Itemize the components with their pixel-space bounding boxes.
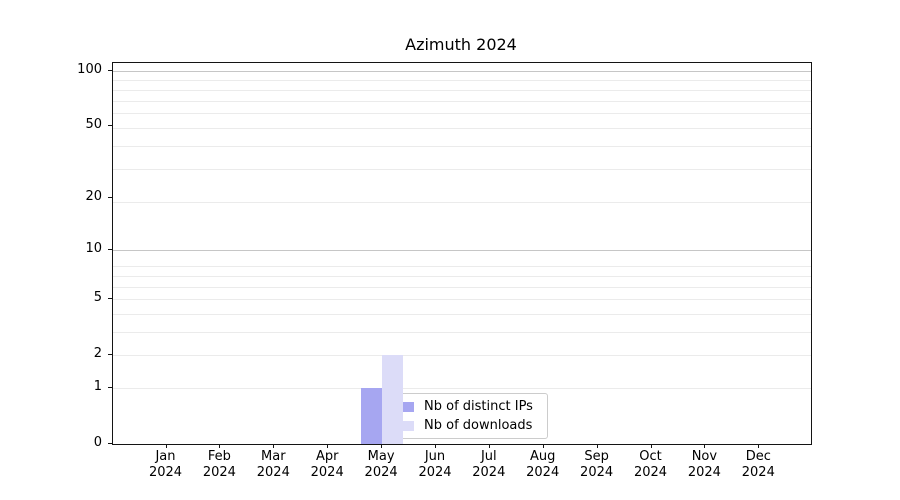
gridline-minor <box>113 89 811 91</box>
y-tick-label: 20 <box>85 188 102 204</box>
x-tick-label: Nov 2024 <box>677 449 731 481</box>
x-tick-month: Dec <box>745 449 771 464</box>
gridline-minor <box>113 299 811 301</box>
y-axis-tick <box>108 70 112 71</box>
x-tick-month: Jun <box>424 449 446 464</box>
chart-title: Azimuth 2024 <box>405 35 517 54</box>
x-tick-label: Jun 2024 <box>408 449 462 481</box>
x-axis-tick <box>381 444 383 448</box>
gridline-minor <box>113 113 811 115</box>
gridline-minor <box>113 80 811 82</box>
y-tick-label: 1 <box>93 379 102 394</box>
gridline-minor <box>113 266 811 268</box>
x-tick-year: 2024 <box>526 465 560 480</box>
chart-legend: Nb of distinct IPs Nb of downloads <box>380 393 548 439</box>
x-tick-month: Feb <box>207 449 231 464</box>
x-tick-label: Mar 2024 <box>246 449 300 481</box>
x-axis-tick <box>758 444 760 448</box>
x-tick-month: Apr <box>315 449 339 464</box>
x-tick-year: 2024 <box>310 465 344 480</box>
legend-item: Nb of distinct IPs <box>381 397 547 416</box>
plot-area: Nb of distinct IPs Nb of downloads <box>112 62 812 445</box>
y-axis-tick <box>108 443 112 444</box>
gridline-minor <box>113 100 811 102</box>
x-tick-year: 2024 <box>202 465 236 480</box>
x-tick-year: 2024 <box>580 465 614 480</box>
x-axis-tick <box>704 444 706 448</box>
y-axis-tick <box>108 354 112 356</box>
x-tick-year: 2024 <box>256 465 290 480</box>
bar-distinct-ips <box>360 388 383 444</box>
y-axis-tick <box>108 196 112 198</box>
x-axis-tick <box>542 444 544 448</box>
bar-downloads <box>382 355 404 444</box>
x-tick-year: 2024 <box>364 465 398 480</box>
legend-label: Nb of distinct IPs <box>424 399 533 414</box>
x-tick-month: Aug <box>529 449 556 464</box>
x-axis-tick <box>488 444 490 448</box>
y-tick-label: 100 <box>77 62 102 77</box>
x-tick-month: Jul <box>480 449 497 464</box>
x-tick-month: Jan <box>155 449 176 464</box>
x-tick-label: Jan 2024 <box>139 449 193 481</box>
x-tick-year: 2024 <box>633 465 668 480</box>
y-tick-label: 50 <box>85 117 102 133</box>
x-axis-tick <box>650 444 652 448</box>
y-axis-tick <box>108 387 112 388</box>
y-tick-label: 0 <box>93 435 102 450</box>
y-tick-label: 5 <box>93 290 102 306</box>
x-axis-tick <box>596 444 598 448</box>
x-tick-month: May <box>367 449 395 464</box>
x-tick-label: Jul 2024 <box>462 449 516 481</box>
x-tick-year: 2024 <box>418 465 452 480</box>
x-tick-year: 2024 <box>472 465 506 480</box>
gridline-minor <box>113 127 811 129</box>
x-tick-label: Dec 2024 <box>731 449 785 481</box>
x-tick-label: May 2024 <box>354 449 408 481</box>
x-tick-month: Sep <box>584 449 609 464</box>
gridline-minor <box>113 332 811 333</box>
x-axis-tick <box>327 444 329 448</box>
x-tick-year: 2024 <box>687 465 721 480</box>
x-axis-tick <box>273 444 275 448</box>
gridline-minor <box>113 145 811 147</box>
legend-label: Nb of downloads <box>424 418 533 433</box>
x-tick-year: 2024 <box>741 465 775 480</box>
gridline-major <box>113 71 811 72</box>
gridline-minor <box>113 201 811 203</box>
x-axis-tick <box>435 444 436 448</box>
gridline-minor <box>113 388 811 389</box>
x-axis-tick <box>165 444 167 448</box>
x-tick-label: Sep 2024 <box>570 449 624 481</box>
gridline-minor <box>113 275 811 277</box>
x-tick-label: Apr 2024 <box>300 449 354 481</box>
y-axis-tick <box>108 125 112 127</box>
legend-item: Nb of downloads <box>381 416 547 435</box>
x-tick-month: Oct <box>639 449 662 464</box>
x-tick-year: 2024 <box>148 465 183 480</box>
x-tick-label: Oct 2024 <box>624 449 678 481</box>
y-axis-tick <box>108 298 112 300</box>
x-tick-month: Mar <box>261 449 286 464</box>
gridline-minor <box>113 286 811 288</box>
y-tick-label: 10 <box>85 241 102 257</box>
x-axis-tick <box>219 444 221 448</box>
gridline-minor <box>113 313 811 315</box>
gridline-major <box>113 250 811 252</box>
y-axis-tick <box>108 249 112 251</box>
x-tick-label: Feb 2024 <box>192 449 246 481</box>
x-tick-label: Aug 2024 <box>516 449 570 481</box>
gridline-minor <box>113 355 811 357</box>
gridline-minor <box>113 169 811 171</box>
y-tick-label: 2 <box>93 346 102 362</box>
x-tick-month: Nov <box>691 449 718 464</box>
